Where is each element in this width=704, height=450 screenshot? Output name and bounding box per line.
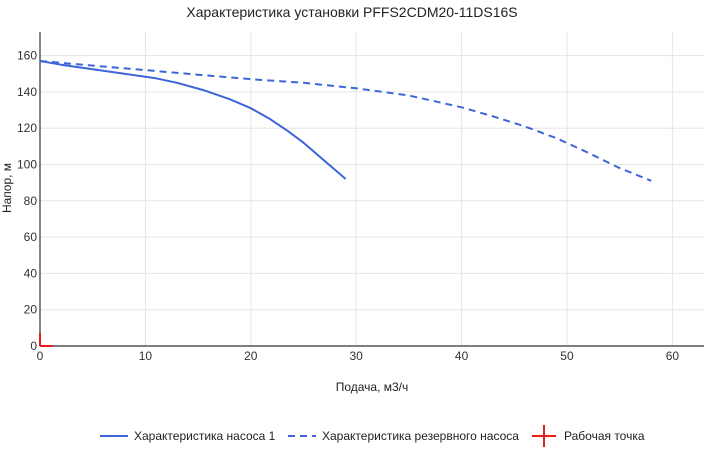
y-tick-label: 160: [17, 49, 37, 63]
x-tick-label: 20: [244, 349, 258, 363]
chart-title: Характеристика установки PFFS2CDM20-11DS…: [186, 4, 517, 20]
operating-point-marker: [39, 333, 53, 347]
legend-item-3: Рабочая точка: [532, 425, 645, 447]
x-tick-label: 40: [455, 349, 469, 363]
x-tick-label: 60: [666, 349, 680, 363]
y-tick-label: 120: [17, 121, 37, 135]
series-line-1: [39, 60, 347, 180]
y-tick-label: 20: [24, 303, 38, 317]
y-tick-label: 80: [24, 194, 38, 208]
y-tick-label: 0: [30, 339, 37, 353]
y-tick-label: 60: [24, 230, 38, 244]
legend-item-1: Характеристика насоса 1: [100, 429, 276, 443]
legend-label: Характеристика резервного насоса: [322, 429, 519, 443]
axes: [39, 32, 704, 347]
x-tick-label: 0: [37, 349, 44, 363]
y-tick-label: 40: [24, 266, 38, 280]
legend-label: Характеристика насоса 1: [134, 429, 276, 443]
tick-labels: 0 10 20 30 40 50 60 0 20 40 60 80 100 120 140 160: [17, 49, 679, 363]
x-tick-label: 30: [350, 349, 364, 363]
y-tick-label: 140: [17, 85, 37, 99]
y-tick-label: 100: [17, 157, 37, 171]
x-tick-label: 10: [139, 349, 153, 363]
series-line-2: [39, 60, 652, 182]
legend-item-2: Характеристика резервного насоса: [288, 429, 519, 443]
legend-label: Рабочая точка: [564, 429, 645, 443]
legend: Характеристика насоса 1 Характеристика ре…: [100, 425, 645, 447]
y-axis-title: Напор, м: [0, 163, 14, 213]
x-tick-label: 50: [560, 349, 574, 363]
series-layer: [39, 60, 652, 347]
x-axis-title: Подача, м3/ч: [336, 380, 409, 394]
grid: [40, 32, 704, 346]
